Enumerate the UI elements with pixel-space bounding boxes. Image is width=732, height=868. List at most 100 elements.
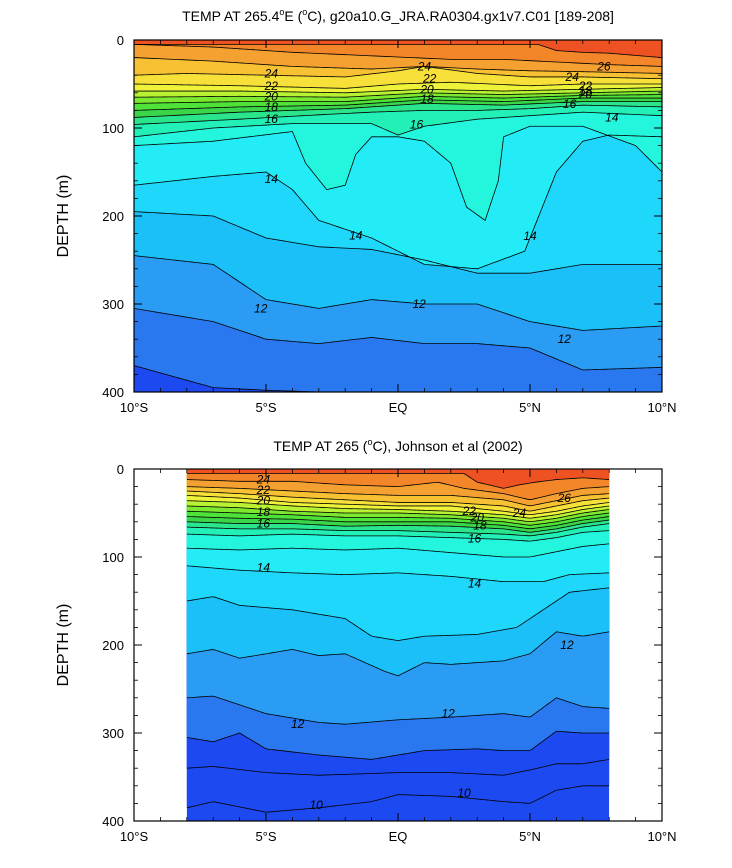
x-tick-label: EQ <box>389 829 408 844</box>
contour-line-14 <box>186 565 610 583</box>
contour-line-15 <box>186 543 610 558</box>
contour-label: 18 <box>579 84 593 98</box>
contour-label: 22 <box>264 79 279 93</box>
chart-title: TEMP AT 265.4oE (oC), g20a10.G_JRA.RA030… <box>182 7 614 24</box>
contour-label: 26 <box>557 491 572 505</box>
y-tick-label: 0 <box>117 33 124 48</box>
contour-line-23 <box>186 495 610 516</box>
chart-title: TEMP AT 265 (oC), Johnson et al (2002) <box>273 437 522 454</box>
contour-label: 20 <box>256 494 271 508</box>
contour-label: 24 <box>264 66 279 80</box>
contour-line-21 <box>134 90 662 98</box>
contour-line-19 <box>186 516 610 530</box>
contour-label: 10 <box>457 786 471 800</box>
contour-line-24 <box>186 490 610 512</box>
contour-line-26 <box>134 44 662 67</box>
contour-label: 14 <box>523 229 537 243</box>
contour-line-12 <box>186 631 610 677</box>
contour-line-10 <box>134 365 662 392</box>
contour-line-22 <box>186 500 610 519</box>
contour-line-9 <box>186 785 610 813</box>
contour-label: 16 <box>468 532 482 546</box>
y-tick-label: 0 <box>117 462 124 477</box>
contour-label: 18 <box>265 100 279 114</box>
y-tick-label: 100 <box>102 550 124 565</box>
y-tick-label: 200 <box>102 638 124 653</box>
contour-label: 14 <box>468 576 482 590</box>
x-tick-label: 10°N <box>647 400 676 415</box>
contour-label: 24 <box>256 473 271 487</box>
contour-line-22 <box>134 87 662 94</box>
contour-label: 14 <box>257 561 271 575</box>
contour-label: 24 <box>565 70 580 84</box>
contour-line-12 <box>134 255 662 331</box>
contour-line-19 <box>134 97 662 111</box>
contour-label: 24 <box>417 59 432 73</box>
contour-band-27 <box>186 469 610 489</box>
contour-label: 12 <box>560 638 574 652</box>
x-tick-label: 5°N <box>519 400 541 415</box>
contour-line-15 <box>134 125 662 222</box>
x-tick-label: 10°N <box>647 829 676 844</box>
contour-line-9.5 <box>186 759 610 776</box>
contour-label: 22 <box>256 483 271 497</box>
contour-label: 22 <box>578 79 593 93</box>
contour-line-17 <box>134 104 662 125</box>
y-axis-label: DEPTH (m) <box>55 175 72 258</box>
contour-line-16 <box>134 111 662 138</box>
contour-label: 12 <box>291 717 305 731</box>
contour-line-18 <box>134 101 662 118</box>
contour-label: 16 <box>265 112 279 126</box>
contour-line-25 <box>134 57 662 74</box>
contour-label: 26 <box>596 59 611 73</box>
contour-label: 12 <box>441 707 455 721</box>
y-axis-label: DEPTH (m) <box>55 604 72 687</box>
bottom-panel-observations: 24222018162220181624261414121212101010°S… <box>55 437 677 844</box>
contour-line-11 <box>134 308 662 371</box>
contour-line-16 <box>186 530 610 542</box>
contour-label: 12 <box>412 297 426 311</box>
contour-label: 20 <box>264 89 279 103</box>
x-tick-label: 5°S <box>255 400 276 415</box>
contour-label: 20 <box>470 510 485 524</box>
y-tick-label: 300 <box>102 297 124 312</box>
contour-label: 14 <box>265 172 279 186</box>
x-tick-label: EQ <box>389 400 408 415</box>
y-tick-label: 400 <box>102 814 124 829</box>
y-tick-label: 400 <box>102 385 124 400</box>
contour-line-20 <box>134 94 662 104</box>
contour-label: 18 <box>257 505 271 519</box>
contour-label: 16 <box>257 517 271 531</box>
contour-line-24 <box>134 65 662 80</box>
contour-label: 18 <box>473 518 487 532</box>
contour-label: 10 <box>309 798 323 812</box>
y-tick-label: 200 <box>102 209 124 224</box>
contour-label: 22 <box>422 72 437 86</box>
contour-line-23 <box>134 81 662 89</box>
contour-label: 20 <box>578 88 593 102</box>
x-tick-label: 10°S <box>120 829 149 844</box>
contour-label: 14 <box>349 228 363 242</box>
contour-label: 20 <box>419 82 434 96</box>
contour-line-17 <box>186 523 610 537</box>
contour-line-21 <box>186 505 610 523</box>
x-tick-label: 5°S <box>255 829 276 844</box>
contour-line-13 <box>134 211 662 274</box>
y-tick-label: 300 <box>102 726 124 741</box>
contour-line-11 <box>186 695 610 725</box>
contour-label: 12 <box>558 332 572 346</box>
contour-label: 12 <box>254 301 268 315</box>
contour-line-20 <box>186 510 610 526</box>
contour-label: 24 <box>512 506 527 520</box>
contour-label: 16 <box>410 117 424 131</box>
contour-label: 22 <box>462 504 477 518</box>
x-tick-label: 10°S <box>120 400 149 415</box>
contour-label: 18 <box>420 92 434 106</box>
contour-line-10 <box>186 730 610 760</box>
contour-line-14 <box>134 134 662 270</box>
contour-line-18 <box>186 519 610 533</box>
